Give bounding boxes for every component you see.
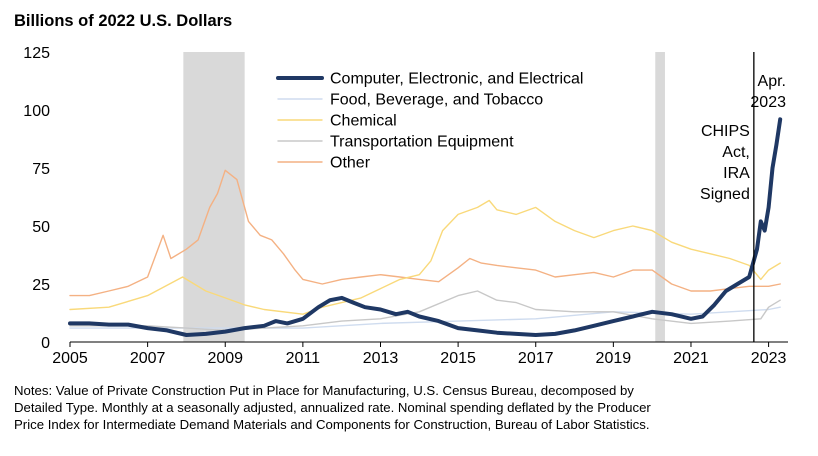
x-tick-label-2023: 2023 bbox=[751, 350, 787, 367]
legend: Computer, Electronic, and Electrical Food… bbox=[276, 71, 583, 172]
y-tick-label-25: 25 bbox=[32, 277, 50, 294]
y-tick-label-100: 100 bbox=[23, 103, 50, 120]
notes-line-1: Notes: Value of Private Construction Put… bbox=[14, 383, 634, 398]
notes-line-2: Detailed Type. Monthly at a seasonally a… bbox=[14, 400, 651, 415]
chart-title: Billions of 2022 U.S. Dollars bbox=[14, 12, 232, 30]
legend-label-1: Food, Beverage, and Tobacco bbox=[330, 92, 543, 109]
y-tick-label-75: 75 bbox=[32, 161, 50, 178]
y-tick-label-125: 125 bbox=[23, 45, 50, 62]
x-tick-label-2011: 2011 bbox=[286, 350, 321, 367]
axes: 2005 2007 2009 2011 2013 2015 2017 2019 2021 2023… bbox=[23, 45, 788, 367]
event-annotation: CHIPS Act, IRA Signed Apr. 2023 bbox=[700, 52, 786, 342]
event-label-line-1: Act, bbox=[722, 144, 750, 161]
x-tick-label-2015: 2015 bbox=[440, 350, 476, 367]
recession-band-0 bbox=[183, 52, 245, 342]
series-line-4 bbox=[69, 169, 781, 297]
series-line-1 bbox=[69, 306, 781, 329]
series-line-0 bbox=[68, 117, 783, 337]
event-label-line-3: Signed bbox=[700, 186, 750, 203]
legend-label-2: Chemical bbox=[330, 113, 397, 130]
legend-label-3: Transportation Equipment bbox=[330, 134, 514, 151]
x-tick-label-2005: 2005 bbox=[52, 350, 88, 367]
y-tick-label-50: 50 bbox=[32, 219, 50, 236]
x-tick-label-2021: 2021 bbox=[673, 350, 709, 367]
series-lines bbox=[68, 117, 783, 337]
end-label-line-0: Apr. bbox=[758, 73, 786, 90]
event-label-line-2: IRA bbox=[723, 165, 750, 182]
x-tick-label-2013: 2013 bbox=[363, 350, 399, 367]
legend-label-4: Other bbox=[330, 155, 371, 172]
event-label-line-0: CHIPS bbox=[701, 123, 750, 140]
x-tick-label-2019: 2019 bbox=[596, 350, 632, 367]
end-label-line-1: 2023 bbox=[750, 94, 786, 111]
series-line-3 bbox=[69, 290, 781, 332]
recession-band-1 bbox=[655, 52, 665, 342]
legend-label-0: Computer, Electronic, and Electrical bbox=[330, 71, 583, 88]
x-tick-label-2009: 2009 bbox=[207, 350, 243, 367]
notes-line-3: Price Index for Intermediate Demand Mate… bbox=[14, 417, 650, 432]
y-tick-label-0: 0 bbox=[41, 335, 50, 352]
series-line-2 bbox=[69, 199, 781, 315]
x-tick-label-2017: 2017 bbox=[518, 350, 554, 367]
x-tick-label-2007: 2007 bbox=[130, 350, 166, 367]
chart-notes: Notes: Value of Private Construction Put… bbox=[14, 382, 804, 433]
